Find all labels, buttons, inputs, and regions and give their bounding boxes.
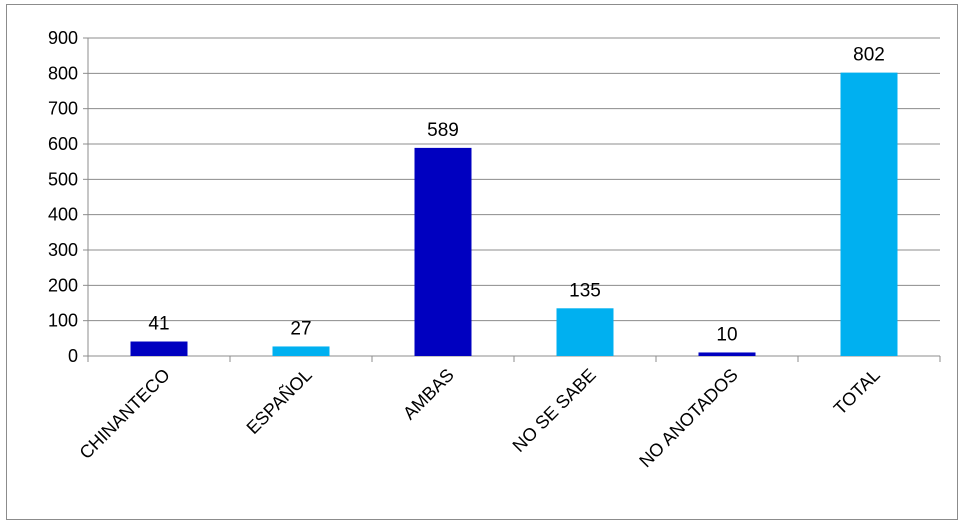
x-category-label: AMBAS (399, 365, 458, 424)
data-label: 802 (853, 45, 885, 66)
data-label: 10 (716, 324, 737, 345)
bar-no-anotados (698, 352, 756, 356)
x-category-label: ESPAÑOL (242, 364, 316, 438)
data-label: 41 (148, 314, 169, 335)
bar-total (840, 72, 898, 357)
bar-ambas (414, 147, 472, 356)
y-tick-label: 700 (48, 99, 78, 119)
x-category-label: CHINANTECO (76, 365, 174, 463)
y-tick-label: 800 (48, 63, 78, 83)
y-tick-label: 0 (68, 346, 78, 366)
x-category-label: NO SE SABE (509, 365, 600, 456)
data-label: 27 (290, 318, 311, 339)
data-label: 589 (427, 120, 459, 141)
chart-frame (6, 4, 958, 520)
x-category-label: TOTAL (830, 365, 884, 419)
axes (83, 37, 941, 362)
y-tick-label: 200 (48, 275, 78, 295)
y-tick-label: 100 (48, 311, 78, 331)
y-tick-label: 400 (48, 205, 78, 225)
bars (130, 72, 898, 357)
y-tick-label: 600 (48, 134, 78, 154)
grid-lines (88, 37, 940, 322)
bar-chinanteco (130, 341, 188, 356)
x-category-label: NO ANOTADOS (635, 365, 742, 472)
data-label: 135 (569, 280, 601, 301)
y-tick-label: 900 (48, 28, 78, 48)
y-tick-label: 300 (48, 240, 78, 260)
bar-no-se-sabe (556, 308, 614, 356)
bar-español (272, 346, 330, 356)
y-tick-label: 500 (48, 169, 78, 189)
